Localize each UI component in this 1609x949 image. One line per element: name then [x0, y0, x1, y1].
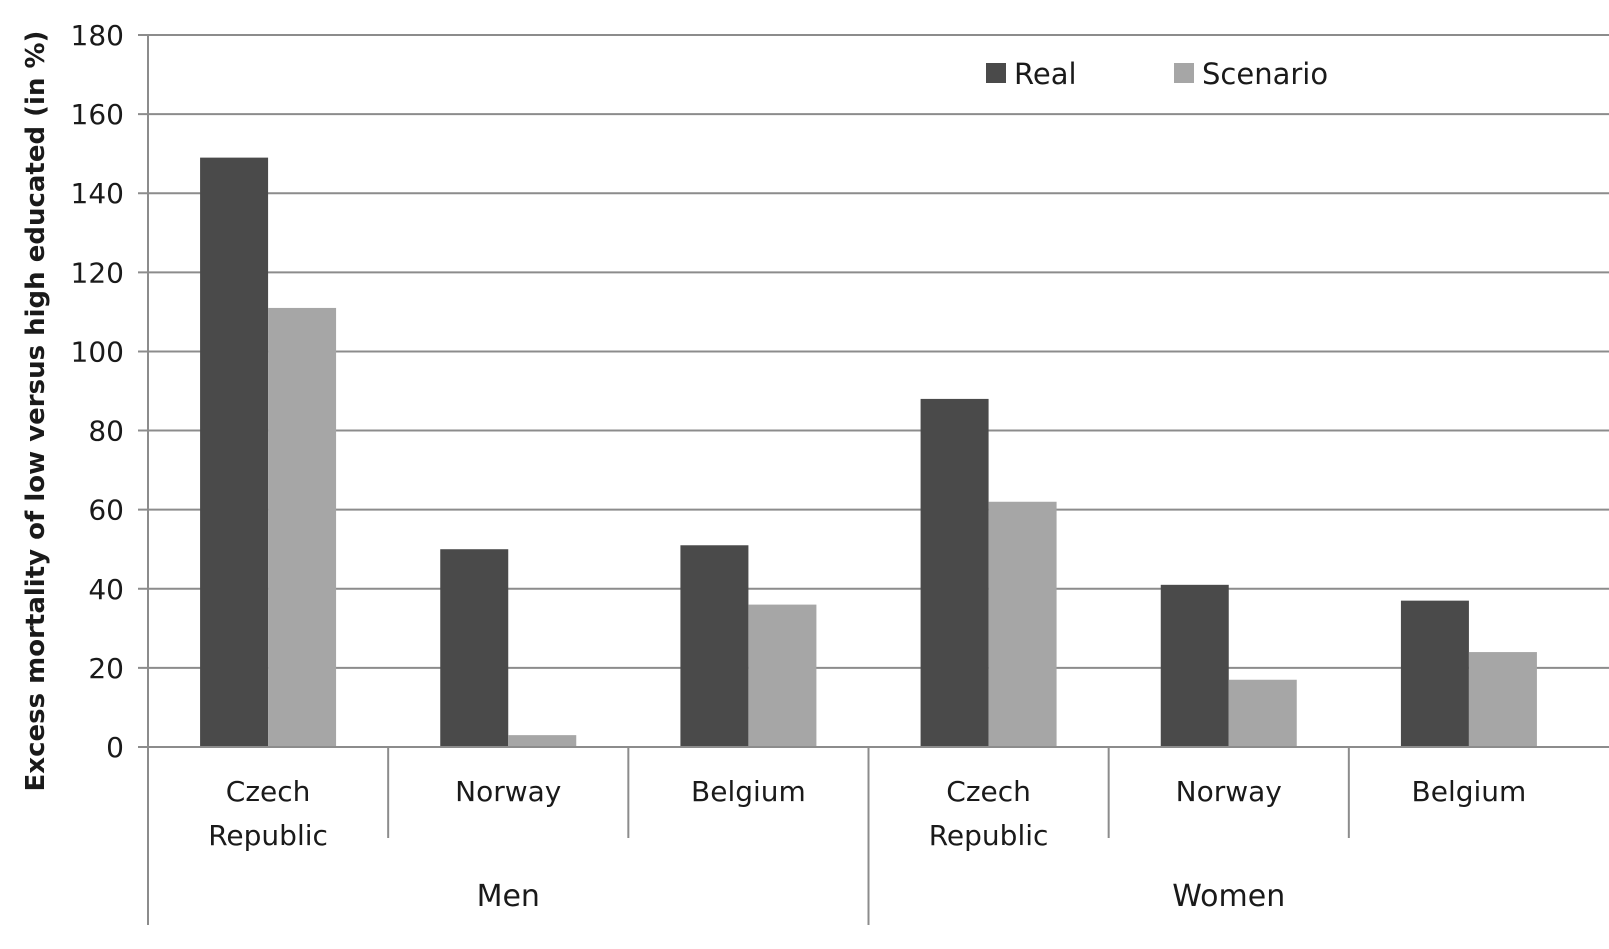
y-tick-label: 40	[88, 573, 124, 606]
group-labels: Men Women	[477, 879, 1286, 914]
group-label: Men	[477, 879, 540, 914]
y-tick-label: 160	[71, 98, 124, 131]
y-tick-label: 120	[71, 256, 124, 289]
x-category-label: Republic	[929, 819, 1049, 852]
y-tick-labels: 0 20 40 60 80 100 120 140 160 180	[71, 19, 124, 764]
y-tick-label: 140	[71, 177, 124, 210]
gridlines	[138, 34, 1609, 748]
bar-real	[1160, 584, 1229, 747]
y-tick-label: 100	[71, 335, 124, 368]
y-tick-label: 180	[71, 19, 124, 52]
x-category-label: Norway	[455, 775, 561, 808]
x-category-labels: Czech Republic Norway Belgium Czech Republic N…	[208, 775, 1526, 852]
legend-label-real: Real	[1014, 57, 1077, 91]
y-tick-label: 60	[88, 494, 124, 527]
x-category-label: Czech	[226, 775, 311, 808]
y-axis-title: Excess mortality of low versus high educ…	[21, 31, 51, 792]
y-tick-label: 0	[106, 731, 124, 764]
legend-swatch-scenario	[1174, 63, 1194, 83]
bar-scenario	[1468, 652, 1537, 747]
group-label: Women	[1172, 879, 1285, 914]
bar-scenario	[1228, 679, 1297, 747]
x-category-label: Belgium	[1412, 775, 1527, 808]
bar-scenario	[508, 735, 577, 747]
y-tick-label: 20	[88, 652, 124, 685]
x-category-label: Republic	[208, 819, 328, 852]
axes	[147, 35, 1609, 925]
bar-real	[440, 549, 509, 747]
x-category-label: Belgium	[691, 775, 806, 808]
bar-scenario	[748, 604, 817, 747]
legend-swatch-real	[986, 63, 1006, 83]
bar-scenario	[268, 307, 337, 747]
bar-real	[1400, 600, 1469, 747]
bars	[200, 157, 1537, 748]
bar-real	[200, 157, 269, 748]
legend-label-scenario: Scenario	[1202, 57, 1328, 91]
legend: Real Scenario	[986, 57, 1328, 91]
x-category-label: Norway	[1176, 775, 1282, 808]
bar-scenario	[988, 501, 1057, 747]
bar-real	[920, 398, 989, 747]
y-tick-label: 80	[88, 415, 124, 448]
bar-real	[680, 545, 749, 747]
x-category-label: Czech	[946, 775, 1031, 808]
